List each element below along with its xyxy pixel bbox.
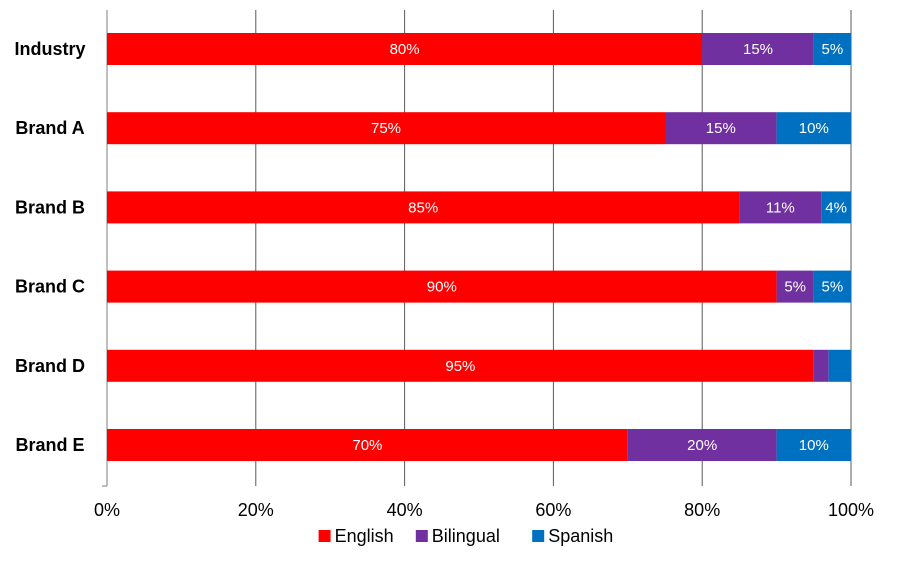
bar-english-brand-b — [107, 191, 740, 224]
data-label: 75% — [371, 120, 401, 137]
bar-bilingual-brand-e — [627, 429, 777, 461]
bar-english-industry — [107, 33, 703, 65]
data-label: 15% — [706, 120, 736, 137]
x-tick-label: 40% — [387, 500, 423, 520]
data-label: 15% — [743, 41, 773, 58]
data-label: 5% — [822, 41, 844, 58]
x-tick-label: 60% — [535, 500, 571, 520]
legend-swatch-bilingual — [415, 530, 428, 542]
bar-bilingual-brand-d — [813, 349, 829, 382]
data-label: 80% — [390, 41, 420, 58]
data-label: 5% — [822, 279, 844, 296]
category-label: Industry — [14, 39, 85, 59]
x-tick-labels: 0% 20% 40% 60% 80% 100% — [94, 500, 874, 520]
data-label: 10% — [799, 437, 829, 454]
bar-bilingual-brand-c — [776, 270, 814, 303]
bar-bilingual-industry — [702, 33, 814, 65]
category-label: Brand D — [15, 356, 85, 376]
bar-bilingual-brand-a — [665, 112, 777, 145]
x-tick-label: 100% — [828, 500, 874, 520]
legend-label-english: English — [335, 526, 394, 546]
x-tick-label: 80% — [684, 500, 720, 520]
bar-english-brand-c — [107, 270, 777, 303]
category-label: Brand B — [15, 197, 85, 217]
bars: 80% 15% 5% 75% 15% 10% 85% 11% 4% 90% 5% 5% 95% 70% 20… — [107, 33, 851, 461]
data-label: 20% — [687, 437, 717, 454]
bar-spanish-brand-e — [776, 429, 851, 461]
data-label: 11% — [766, 199, 795, 216]
legend-label-spanish: Spanish — [548, 526, 613, 546]
category-label: Brand E — [15, 435, 84, 455]
gridlines — [102, 10, 852, 487]
bar-english-brand-a — [107, 112, 665, 145]
data-label: 5% — [784, 279, 806, 296]
bar-english-brand-e — [107, 429, 628, 461]
bar-spanish-brand-c — [813, 270, 851, 303]
data-label: 95% — [445, 358, 475, 375]
x-tick-label: 0% — [94, 500, 120, 520]
data-label: 4% — [825, 199, 847, 216]
data-label: 90% — [427, 279, 457, 296]
bar-spanish-industry — [813, 33, 851, 65]
bar-spanish-brand-b — [821, 191, 851, 224]
legend-swatch-english — [318, 530, 331, 542]
category-labels: Industry Brand A Brand B Brand C Brand D Bran… — [14, 39, 85, 455]
category-label: Brand C — [15, 277, 85, 297]
data-label: 70% — [352, 437, 382, 454]
category-label: Brand A — [15, 118, 84, 138]
x-tick-label: 20% — [238, 500, 274, 520]
data-label: 85% — [408, 199, 438, 216]
legend-swatch-spanish — [532, 530, 545, 542]
bar-english-brand-d — [107, 349, 814, 382]
data-label: 10% — [799, 120, 829, 137]
bar-bilingual-brand-b — [739, 191, 822, 224]
legend-label-bilingual: Bilingual — [432, 526, 500, 546]
bar-spanish-brand-a — [776, 112, 851, 145]
bar-spanish-brand-d — [828, 349, 851, 382]
legend: English Bilingual Spanish — [318, 526, 613, 546]
